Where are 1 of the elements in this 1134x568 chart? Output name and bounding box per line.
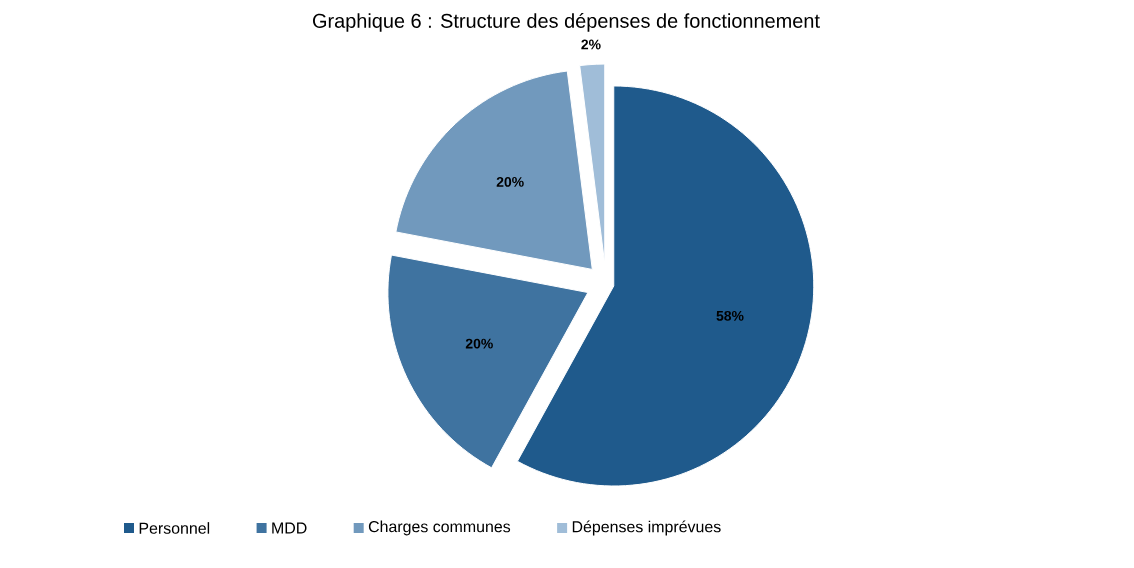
- chart-title: Graphique 6 : Structure des dépenses de fonctionnement: [312, 13, 820, 32]
